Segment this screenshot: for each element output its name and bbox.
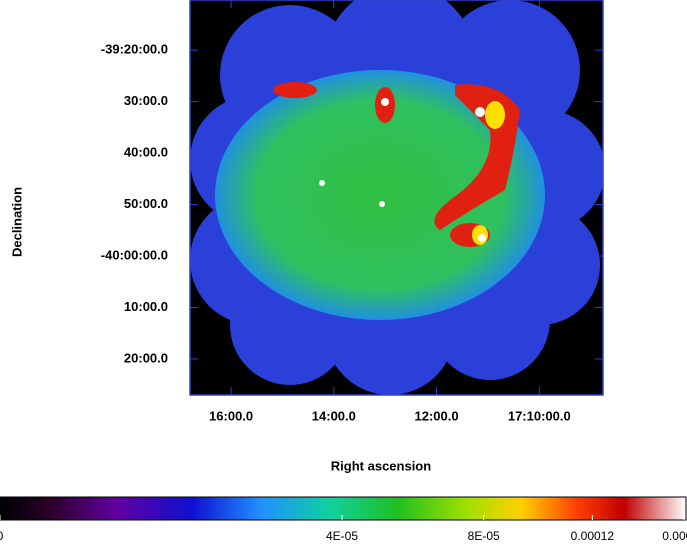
colorbar: 0 4E-05 8E-05 0.00012 0.00016 <box>0 496 687 543</box>
colorbar-tick-label: 8E-05 <box>468 529 500 543</box>
y-tick-label: 10:00.0 <box>124 299 168 314</box>
y-tick-label: 40:00.0 <box>124 145 168 160</box>
x-tick-label: 12:00.0 <box>415 408 459 423</box>
colorbar-tick-label: 0.00016 <box>662 529 687 543</box>
colorbar-tick-label: 0 <box>0 529 4 543</box>
y-tick-label: -39:20:00.0 <box>101 42 168 57</box>
colorbar-scale <box>0 496 687 521</box>
colorbar-tick-label: 4E-05 <box>326 529 358 543</box>
y-tick-label: 50:00.0 <box>124 196 168 211</box>
y-axis-label: Declination <box>9 187 24 257</box>
x-tick-label: 16:00.0 <box>209 408 253 423</box>
y-tick-label: 30:00.0 <box>124 93 168 108</box>
y-tick-label: -40:00:00.0 <box>101 247 168 262</box>
x-tick-label: 14:00.0 <box>312 408 356 423</box>
y-tick-label: 20:00.0 <box>124 350 168 365</box>
x-axis-label: Right ascension <box>331 458 431 473</box>
x-tick-label: 17:10:00.0 <box>508 408 571 423</box>
sky-image <box>190 0 603 395</box>
colorbar-tick-label: 0.00012 <box>571 529 615 543</box>
plot-frame <box>189 0 604 396</box>
